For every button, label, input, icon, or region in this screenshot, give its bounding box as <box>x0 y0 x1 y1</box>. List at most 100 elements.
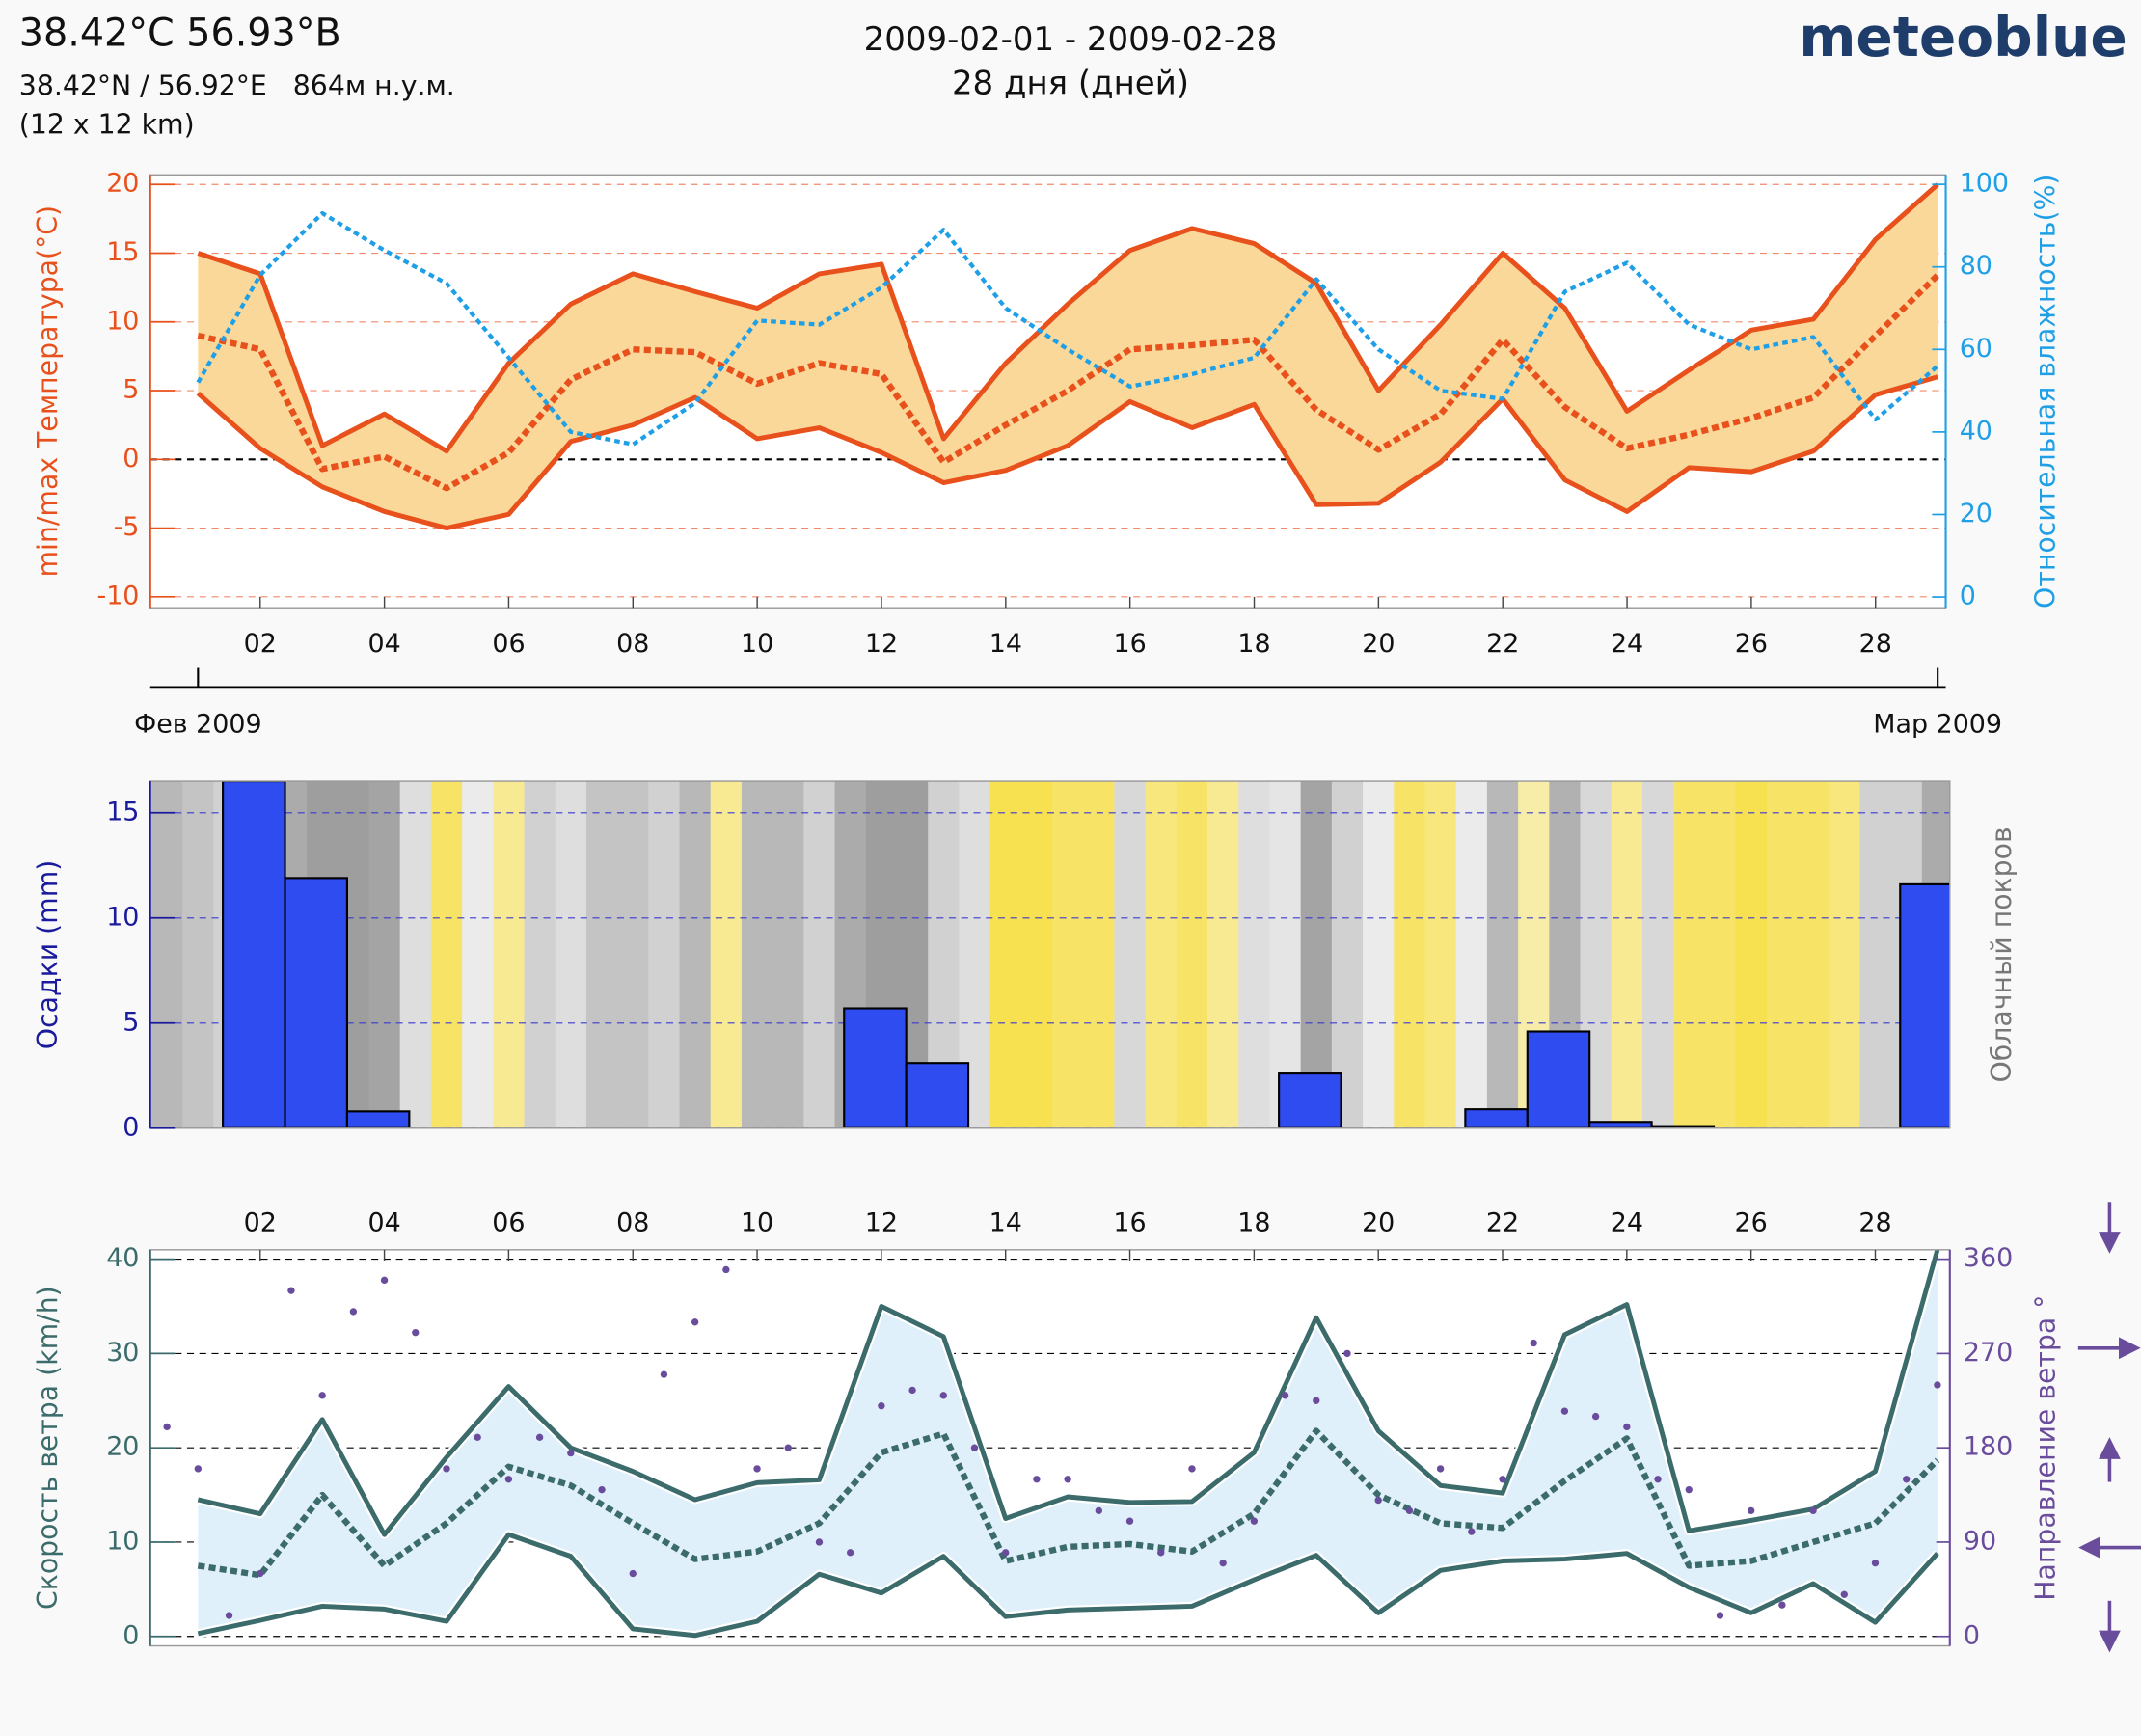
y2-tick-label: 270 <box>1964 1338 2013 1368</box>
x-tick-label: 20 <box>1362 629 1395 659</box>
y2-tick-label: 80 <box>1960 251 1992 281</box>
x-tick-label: 04 <box>368 629 401 659</box>
direction-point <box>939 1392 947 1399</box>
direction-point <box>1219 1560 1227 1567</box>
cloud-cover-stripe <box>1486 781 1519 1128</box>
cloud-cover-stripe <box>1673 781 1706 1128</box>
direction-point <box>1033 1476 1041 1483</box>
y-axis-label: Скорость ветра (km/h) <box>32 1286 64 1610</box>
direction-point <box>1188 1465 1196 1473</box>
y-tick-label: 5 <box>122 375 139 405</box>
direction-point <box>1747 1506 1755 1515</box>
direction-point <box>318 1392 326 1399</box>
cloud-cover-stripe <box>1145 781 1178 1128</box>
y-tick-label: 20 <box>106 169 139 199</box>
y-tick-label: 40 <box>106 1243 139 1273</box>
direction-point <box>1313 1397 1320 1404</box>
direction-point <box>163 1423 171 1431</box>
range-band <box>198 1249 1938 1636</box>
direction-point <box>722 1265 730 1274</box>
cloud-cover-stripe <box>1611 781 1643 1128</box>
y2-axis-label: Относительная влажность(%) <box>2029 175 2061 609</box>
y-tick-label: 5 <box>122 1007 139 1037</box>
direction-point <box>349 1308 358 1316</box>
x-tick-label: 16 <box>1114 629 1147 659</box>
y2-tick-label: 60 <box>1960 334 1992 364</box>
direction-point <box>1934 1381 1941 1389</box>
cloud-cover-stripe <box>1083 781 1116 1128</box>
direction-point <box>1654 1476 1662 1483</box>
cloud-cover-stripe <box>1363 781 1395 1128</box>
cloud-cover-stripe <box>1052 781 1084 1128</box>
x-tick-label: 02 <box>244 629 277 659</box>
cloud-cover-stripe <box>151 781 183 1128</box>
y2-tick-label: 90 <box>1964 1526 1996 1556</box>
x-tick-label: 12 <box>865 629 898 659</box>
x-tick-label: 02 <box>244 1207 277 1237</box>
cloud-cover-stripe <box>524 781 556 1128</box>
month-label: Мар 2009 <box>1873 710 2002 740</box>
x-tick-label: 16 <box>1113 1207 1146 1237</box>
cloud-cover-stripe <box>1114 781 1147 1128</box>
precip-bar <box>1899 882 1950 1128</box>
cloud-cover-stripe <box>803 781 836 1128</box>
x-tick-label: 12 <box>865 1207 898 1237</box>
y2-tick-label: 100 <box>1960 169 2009 199</box>
cloud-cover-stripe <box>1455 781 1488 1128</box>
precip-bar <box>843 1007 908 1128</box>
coordinates: 38.42°N / 56.92°E 864м н.у.м. <box>19 70 455 102</box>
direction-point <box>1685 1485 1693 1494</box>
cloud-cover-stripe <box>1859 781 1892 1128</box>
direction-point <box>1002 1549 1010 1557</box>
cloud-cover-stripe <box>1238 781 1271 1128</box>
series-line <box>197 1249 1940 1537</box>
x-tick-label: 08 <box>616 1207 649 1237</box>
cloud-cover-stripe <box>710 781 743 1128</box>
x-tick-label: 14 <box>989 1207 1022 1237</box>
x-tick-label: 08 <box>616 629 649 659</box>
days: 28 дня (дней) <box>952 64 1189 102</box>
range-band <box>198 184 1938 529</box>
y-tick-label: -5 <box>114 512 140 542</box>
y-tick-label: 15 <box>106 237 139 267</box>
cloud-cover-stripe <box>1704 781 1737 1128</box>
x-tick-label: 18 <box>1237 629 1270 659</box>
cloud-cover-stripe <box>1424 781 1457 1128</box>
direction-point <box>225 1612 233 1619</box>
direction-point <box>1840 1590 1848 1598</box>
y2-tick-label: 40 <box>1960 416 1992 446</box>
y-axis-label: min/max Температура(°C) <box>32 205 64 578</box>
x-tick-label: 04 <box>367 1207 400 1237</box>
direction-point <box>1343 1349 1351 1358</box>
cloud-cover-stripe <box>368 781 401 1128</box>
direction-point <box>1530 1339 1537 1347</box>
direction-point <box>474 1433 481 1441</box>
plot-area <box>149 1249 1950 1641</box>
precip-bar <box>1650 1125 1716 1128</box>
y2-tick-label: 20 <box>1960 499 1992 529</box>
direction-point <box>1436 1465 1445 1473</box>
direction-point <box>194 1465 203 1473</box>
resolution: (12 x 12 km) <box>19 108 195 140</box>
cloud-cover-stripe <box>1829 781 1861 1128</box>
direction-point <box>1903 1476 1911 1483</box>
plot-area <box>149 781 1950 1128</box>
cloud-cover-stripe <box>989 781 1022 1128</box>
y2-tick-label: 0 <box>1964 1620 1980 1650</box>
cloud-cover-stripe <box>430 781 463 1128</box>
direction-point <box>598 1485 606 1494</box>
x-tick-label: 10 <box>741 629 773 659</box>
cloud-cover-stripe <box>1300 781 1333 1128</box>
cloud-cover-stripe <box>182 781 215 1128</box>
precip-bar <box>345 1110 411 1128</box>
wind-arrows <box>2077 1202 2141 1653</box>
direction-point <box>1499 1476 1506 1483</box>
direction-point <box>629 1569 637 1578</box>
direction-point <box>815 1538 824 1546</box>
direction-point <box>1591 1412 1600 1421</box>
direction-point <box>691 1318 699 1326</box>
cloud-cover-stripe <box>1331 781 1364 1128</box>
precip-bar <box>1526 1030 1591 1128</box>
